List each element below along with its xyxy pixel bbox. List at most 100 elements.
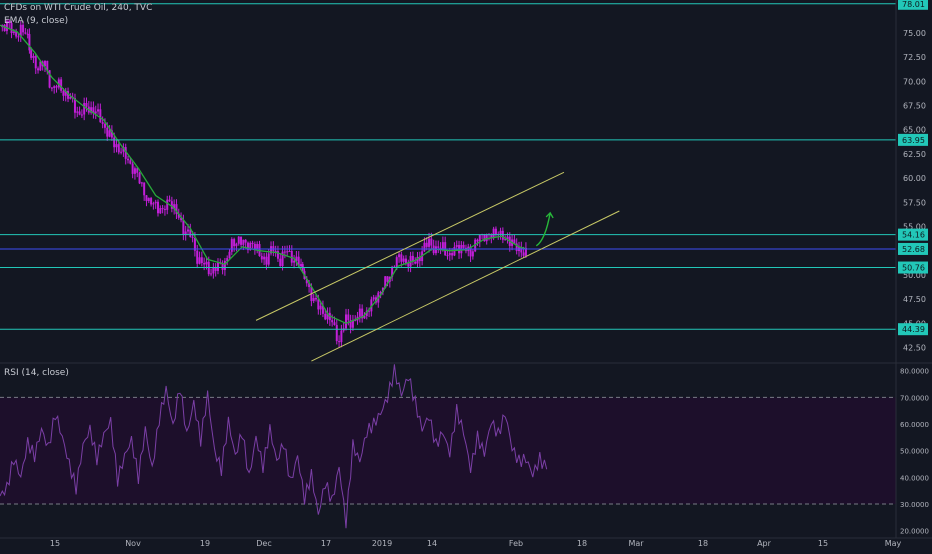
candle-body — [372, 297, 375, 300]
candle-body — [115, 144, 118, 148]
candle-body — [235, 243, 238, 247]
x-tick-label: 15 — [50, 539, 60, 548]
candle-body — [290, 251, 293, 263]
candle-body — [67, 91, 70, 99]
candle-body — [186, 229, 189, 232]
candle-body — [8, 20, 11, 24]
candle-body — [163, 208, 166, 210]
candle-body — [26, 33, 29, 35]
candle-body — [97, 109, 100, 112]
candle-body — [39, 61, 42, 71]
candle-body — [446, 255, 449, 257]
candle-body — [196, 250, 199, 264]
rsi-tick-label: 40.0000 — [900, 474, 929, 482]
x-tick-label: Mar — [628, 539, 644, 548]
candle-body — [288, 251, 291, 253]
candle-body — [242, 239, 245, 245]
candle-body — [175, 204, 178, 214]
price-tick-label: 72.50 — [903, 53, 926, 62]
candle-body — [276, 251, 279, 259]
candle-body — [64, 91, 67, 96]
level-label-box — [898, 323, 928, 336]
candle-body — [43, 60, 46, 67]
candle-body — [53, 86, 56, 88]
candle-body — [83, 102, 86, 115]
level-label: 50.76 — [902, 264, 925, 273]
candle-body — [237, 236, 240, 244]
candle-body — [50, 87, 53, 89]
candle-body — [90, 107, 93, 113]
candle-body — [267, 253, 270, 265]
candle-body — [106, 127, 109, 137]
price-tick-label: 70.00 — [903, 77, 926, 86]
candle-body — [441, 242, 444, 249]
candle-body — [191, 236, 194, 238]
candle-body — [263, 256, 266, 260]
candle-body — [501, 230, 504, 240]
candle-body — [365, 310, 368, 317]
price-tick-label: 60.00 — [903, 174, 926, 183]
candle-body — [147, 198, 150, 202]
candle-body — [30, 50, 33, 58]
candle-body — [214, 267, 217, 271]
candle-body — [295, 256, 298, 261]
candle-body — [312, 298, 315, 302]
rsi-tick-label: 80.0000 — [900, 368, 929, 376]
price-tick-label: 65.00 — [903, 126, 926, 135]
price-tick-label: 50.00 — [903, 271, 926, 280]
candle-body — [92, 107, 95, 114]
candle-body — [189, 229, 192, 237]
level-label-box — [898, 133, 928, 146]
candle-body — [203, 263, 206, 265]
candle-body — [22, 24, 25, 33]
candle-body — [251, 242, 254, 244]
candle-body — [416, 256, 419, 264]
candle-body — [94, 111, 97, 114]
candle-body — [381, 287, 384, 292]
candle-body — [136, 168, 139, 173]
price-tick-label: 75.00 — [903, 29, 926, 38]
candle-body — [166, 199, 169, 210]
candle-body — [361, 308, 364, 319]
rsi-pane — [0, 364, 896, 529]
level-label-box — [898, 261, 928, 274]
candle-body — [453, 246, 456, 256]
candle-body — [78, 111, 81, 115]
ema-legend: EMA (9, close) — [4, 16, 69, 26]
x-tick-label: May — [885, 539, 902, 548]
candle-body — [253, 243, 256, 249]
rsi-tick-label: 50.0000 — [900, 448, 929, 456]
candle-body — [471, 251, 474, 257]
candle-body — [80, 114, 83, 116]
candle-body — [297, 256, 300, 267]
candle-body — [270, 246, 273, 254]
rsi-band — [0, 397, 896, 504]
candle-body — [228, 251, 231, 259]
x-tick-label: 17 — [321, 539, 331, 548]
candle-body — [485, 234, 488, 242]
candle-body — [286, 251, 289, 253]
candle-body — [216, 262, 219, 271]
candle-body — [331, 320, 334, 323]
candle-body — [351, 320, 354, 328]
candle-body — [368, 310, 371, 312]
candle-body — [226, 258, 229, 261]
price-tick-label: 55.00 — [903, 222, 926, 231]
candle-body — [124, 147, 127, 159]
candle-body — [62, 90, 65, 96]
candle-body — [335, 324, 338, 342]
candle-body — [120, 151, 123, 153]
candle-body — [469, 246, 472, 257]
candle-body — [131, 163, 134, 174]
candle-body — [99, 109, 102, 123]
candle-body — [256, 244, 259, 249]
price-tick-label: 67.50 — [903, 102, 926, 111]
x-tick-label: 18 — [698, 539, 708, 548]
candle-body — [12, 31, 15, 34]
rsi-legend: RSI (14, close) — [4, 368, 69, 378]
candle-body — [200, 257, 203, 264]
level-label: 63.95 — [902, 136, 925, 145]
x-tick-label: 15 — [818, 539, 828, 548]
candle-body — [305, 279, 308, 284]
